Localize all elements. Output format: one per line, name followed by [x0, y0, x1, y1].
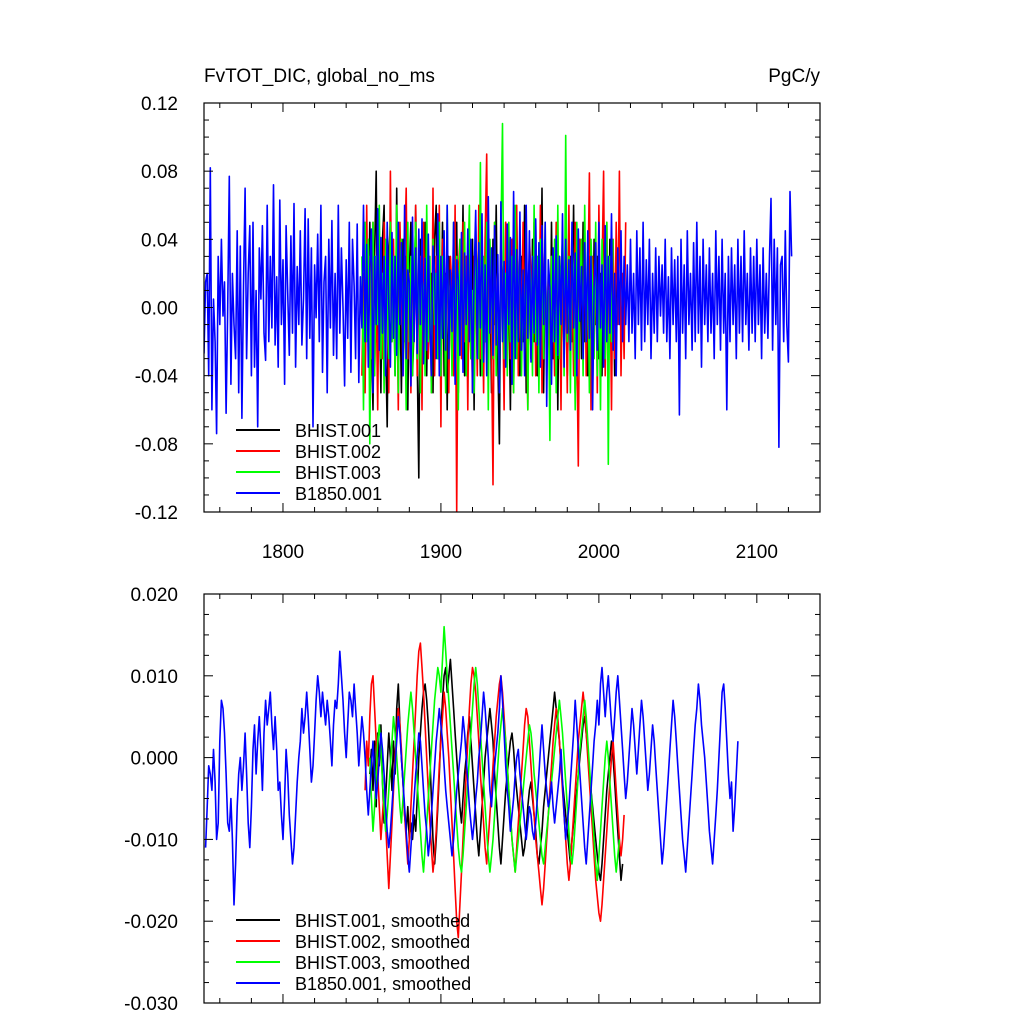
y-tick-label: -0.020 [124, 912, 178, 933]
legend-label: BHIST.003 [295, 463, 381, 483]
legend-label: BHIST.002 [295, 442, 381, 462]
series-line-0-3 [204, 167, 793, 449]
series-line-1-3 [204, 650, 739, 906]
y-tick-label: -0.08 [135, 435, 178, 456]
legend-label: B1850.001 [295, 484, 382, 504]
y-tick-label: 0.010 [130, 667, 178, 688]
top-panel: -0.12 -0.08 -0.04 0.00 0.04 0.08 0.12 1800 1900 2… [135, 94, 821, 563]
x-tick-label: 2100 [736, 542, 778, 563]
legend-label: BHIST.001 [295, 421, 381, 441]
units-label: PgC/y [768, 66, 820, 87]
y-tick-label: 0.020 [130, 585, 178, 606]
y-tick-label: 0.12 [141, 94, 178, 115]
y-tick-label: 0.08 [141, 162, 178, 183]
y-tick-label: -0.12 [135, 503, 178, 524]
y-tick-label: 0.00 [141, 299, 178, 320]
legend-label: BHIST.003, smoothed [295, 953, 470, 973]
series-line-1-2 [369, 625, 621, 882]
y-tick-label: -0.010 [124, 830, 178, 851]
legend-label: B1850.001, smoothed [295, 974, 471, 994]
x-tick-label: 1900 [420, 542, 462, 563]
legend-label: BHIST.001, smoothed [295, 911, 470, 931]
y-tick-label: 0.04 [141, 230, 178, 251]
chart-title: FvTOT_DIC, global_no_ms [204, 66, 435, 87]
x-tick-label: 1800 [262, 542, 304, 563]
y-tick-label: -0.030 [124, 994, 178, 1015]
bottom-panel: -0.030 -0.020 -0.010 0.000 0.010 0.020 BHIST.0… [124, 585, 821, 1015]
y-tick-label: -0.04 [135, 367, 179, 388]
legend-label: BHIST.002, smoothed [295, 932, 470, 952]
x-tick-label: 2000 [578, 542, 620, 563]
y-tick-label: 0.000 [130, 749, 178, 770]
